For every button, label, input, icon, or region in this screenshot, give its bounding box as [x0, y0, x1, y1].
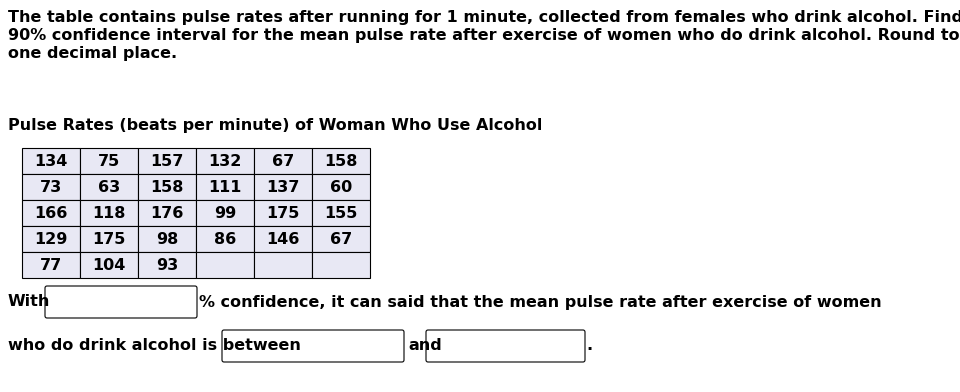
- Text: 132: 132: [208, 154, 242, 169]
- Bar: [254, 200, 312, 226]
- Bar: [22, 252, 80, 278]
- Bar: [138, 174, 196, 200]
- Bar: [196, 200, 254, 226]
- Text: 75: 75: [98, 154, 120, 169]
- Text: With: With: [8, 294, 50, 310]
- Text: 86: 86: [214, 232, 236, 247]
- Text: 67: 67: [272, 154, 294, 169]
- FancyBboxPatch shape: [426, 330, 585, 362]
- Bar: [80, 174, 138, 200]
- Text: 175: 175: [266, 205, 300, 221]
- Text: 166: 166: [35, 205, 68, 221]
- Bar: [80, 226, 138, 252]
- Text: 175: 175: [92, 232, 126, 247]
- Bar: [196, 148, 254, 174]
- Bar: [22, 226, 80, 252]
- Text: 60: 60: [330, 180, 352, 194]
- Bar: [312, 200, 370, 226]
- Text: 146: 146: [266, 232, 300, 247]
- Bar: [254, 174, 312, 200]
- Text: 90% confidence interval for the mean pulse rate after exercise of women who do d: 90% confidence interval for the mean pul…: [8, 27, 960, 42]
- Text: 129: 129: [35, 232, 68, 247]
- Text: Pulse Rates (beats per minute) of Woman Who Use Alcohol: Pulse Rates (beats per minute) of Woman …: [8, 118, 542, 133]
- Text: one decimal place.: one decimal place.: [8, 45, 178, 60]
- Text: 158: 158: [151, 180, 183, 194]
- Text: The table contains pulse rates after running for 1 minute, collected from female: The table contains pulse rates after run…: [8, 9, 960, 25]
- Bar: [196, 252, 254, 278]
- Text: 93: 93: [156, 258, 179, 272]
- Bar: [138, 200, 196, 226]
- Bar: [80, 148, 138, 174]
- Bar: [138, 252, 196, 278]
- Bar: [138, 226, 196, 252]
- Text: 63: 63: [98, 180, 120, 194]
- Text: 104: 104: [92, 258, 126, 272]
- Bar: [22, 174, 80, 200]
- Bar: [80, 252, 138, 278]
- Bar: [138, 148, 196, 174]
- Bar: [196, 174, 254, 200]
- Text: 73: 73: [40, 180, 62, 194]
- Bar: [196, 226, 254, 252]
- Bar: [312, 252, 370, 278]
- Text: 155: 155: [324, 205, 358, 221]
- Bar: [80, 200, 138, 226]
- Text: .: .: [586, 339, 592, 354]
- Bar: [254, 226, 312, 252]
- Text: 98: 98: [156, 232, 179, 247]
- Text: 158: 158: [324, 154, 358, 169]
- Text: % confidence, it can said that the mean pulse rate after exercise of women: % confidence, it can said that the mean …: [199, 294, 881, 310]
- Bar: [254, 148, 312, 174]
- FancyBboxPatch shape: [222, 330, 404, 362]
- Text: 67: 67: [330, 232, 352, 247]
- Text: 118: 118: [92, 205, 126, 221]
- Bar: [254, 252, 312, 278]
- Bar: [312, 148, 370, 174]
- Text: 176: 176: [151, 205, 183, 221]
- Text: who do drink alcohol is between: who do drink alcohol is between: [8, 339, 300, 354]
- Bar: [22, 148, 80, 174]
- Text: 111: 111: [208, 180, 242, 194]
- Text: 99: 99: [214, 205, 236, 221]
- Bar: [312, 174, 370, 200]
- Bar: [22, 200, 80, 226]
- Text: 134: 134: [35, 154, 68, 169]
- Text: 77: 77: [40, 258, 62, 272]
- Text: 157: 157: [151, 154, 183, 169]
- Bar: [312, 226, 370, 252]
- Text: 137: 137: [266, 180, 300, 194]
- FancyBboxPatch shape: [45, 286, 197, 318]
- Text: and: and: [408, 339, 442, 354]
